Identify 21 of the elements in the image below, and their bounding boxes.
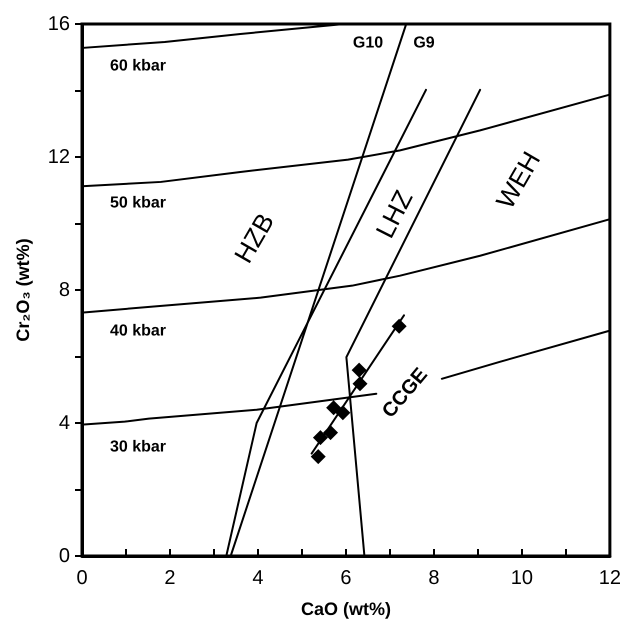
x-tick-label: 8 xyxy=(428,567,440,589)
x-tick-label: 6 xyxy=(340,567,352,589)
annotation: G10 xyxy=(352,34,384,52)
x-axis-title: CaO (wt%) xyxy=(300,599,391,619)
annotation: 40 kbar xyxy=(110,322,166,340)
annotation: LHZ xyxy=(369,185,419,243)
annotation: 60 kbar xyxy=(110,58,166,74)
x-tick-label: 10 xyxy=(510,567,534,589)
y-tick-label: 16 xyxy=(48,13,70,35)
x-tick-label: 4 xyxy=(252,567,264,589)
x-tick-label: 2 xyxy=(164,567,176,589)
y-tick-label: 0 xyxy=(58,545,70,567)
x-tick-label: 0 xyxy=(76,567,88,589)
annotation: 30 kbar xyxy=(110,438,166,456)
y-tick-label: 12 xyxy=(48,146,70,168)
x-tick-label: 12 xyxy=(598,567,621,589)
y-tick-label: 4 xyxy=(58,412,70,434)
y-tick-label: 8 xyxy=(58,279,70,301)
annotation: 50 kbar xyxy=(110,194,166,212)
y-axis-title: Cr₂O₃ (wt%) xyxy=(13,238,33,342)
annotation: G9 xyxy=(413,34,435,52)
